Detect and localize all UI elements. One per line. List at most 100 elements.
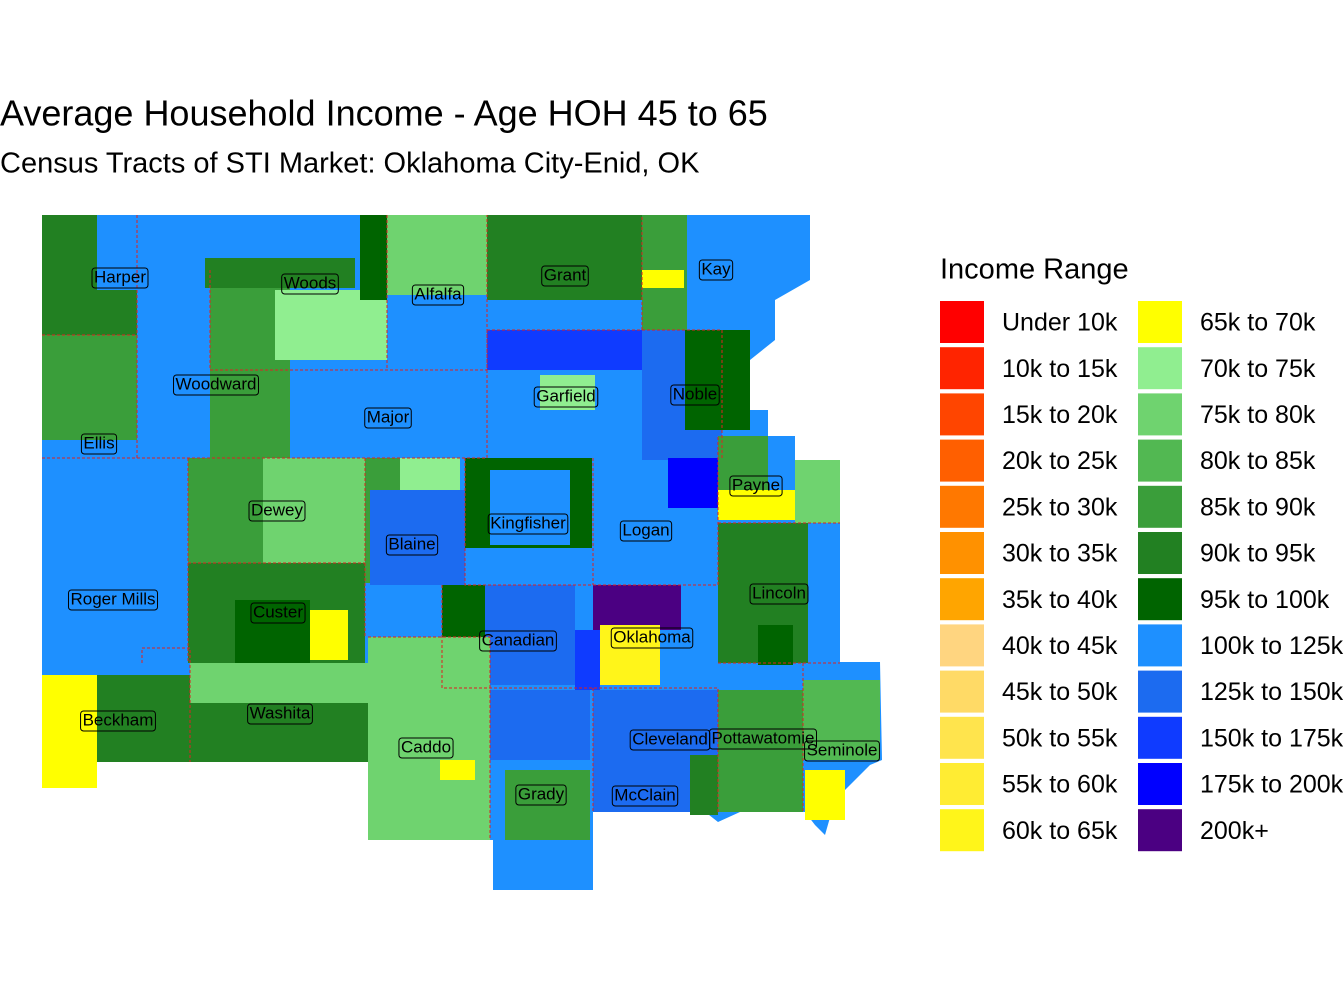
county-label-box: [411, 284, 465, 306]
county-label: Grady: [518, 784, 565, 803]
legend-swatch: [1138, 809, 1182, 852]
legend-swatch: [940, 301, 984, 343]
legend-label: 75k to 80k: [1200, 401, 1316, 429]
legend-label: 65k to 70k: [1200, 309, 1316, 337]
county-label: Garfield: [536, 386, 596, 405]
county-label: Woodward: [176, 374, 257, 393]
legend-swatch: [1138, 670, 1182, 713]
county-label: Alfalfa: [414, 284, 462, 303]
legend-swatch: [940, 670, 984, 713]
county-label-box: [698, 259, 734, 281]
county-label: Noble: [673, 384, 717, 403]
legend-swatch: [1138, 301, 1182, 343]
legend-swatch: [1138, 393, 1182, 436]
legend-swatch: [940, 624, 984, 667]
county-label: Logan: [622, 520, 669, 539]
county-label: Seminole: [807, 740, 878, 759]
map: [42, 215, 882, 890]
legend-swatch: [1138, 532, 1182, 574]
legend-swatch: [1138, 347, 1182, 390]
legend-label: 175k to 200k: [1200, 771, 1344, 799]
county-labels: Harper Woods Alfalfa Grant Kay Woodward Major G…: [67, 259, 880, 807]
legend-label: 80k to 85k: [1200, 447, 1316, 475]
county-label-box: [281, 273, 339, 295]
legend-swatch: [940, 532, 984, 574]
legend-swatch: [1138, 763, 1182, 805]
legend-swatch: [1138, 578, 1182, 621]
county-label: Major: [367, 407, 410, 426]
title: Average Household Income - Age HOH 45 to…: [0, 93, 768, 134]
county-label-box: [364, 407, 412, 429]
county-label: Custer: [253, 602, 303, 621]
legend-label: 50k to 55k: [1002, 724, 1118, 752]
legend-swatch: [940, 809, 984, 852]
legend-swatch: [1138, 624, 1182, 667]
county-label: Washita: [250, 703, 311, 722]
legend-swatch: [1138, 716, 1182, 759]
legend-label: 30k to 35k: [1002, 540, 1118, 568]
county-label: Canadian: [482, 630, 555, 649]
county-label: Payne: [732, 475, 780, 494]
county-label-box: [247, 703, 313, 725]
county-label-box: [67, 589, 159, 611]
county-label-box: [80, 433, 118, 455]
legend-label: 15k to 20k: [1002, 401, 1118, 429]
county-label-box: [80, 710, 156, 732]
county-label: Oklahoma: [613, 627, 691, 646]
county-borders: [42, 215, 840, 840]
legend-title: Income Range: [940, 254, 1129, 286]
county-label-box: [250, 602, 306, 624]
legend-swatch: [940, 485, 984, 528]
legend-swatch: [1138, 485, 1182, 528]
legend-swatch: [940, 347, 984, 390]
county-label-box: [248, 500, 306, 522]
legend-swatch: [1138, 439, 1182, 482]
county-label-box: [610, 627, 694, 649]
legend-swatch: [940, 578, 984, 621]
county-label-box: [91, 267, 149, 289]
legend-label: 45k to 50k: [1002, 678, 1118, 706]
county-label: Kay: [701, 259, 731, 278]
county-label: Harper: [94, 267, 146, 286]
legend-swatch: [940, 393, 984, 436]
legend-label: Under 10k: [1002, 309, 1118, 337]
legend-swatch: [940, 439, 984, 482]
legend-label: 40k to 45k: [1002, 632, 1118, 660]
county-label: Pottawatomie: [712, 728, 815, 747]
tract-patches: [42, 215, 880, 840]
legend-label: 35k to 40k: [1002, 586, 1118, 614]
county-label-box: [173, 374, 259, 396]
county-label-box: [533, 386, 599, 408]
county-label: Lincoln: [752, 583, 806, 602]
county-label: Beckham: [83, 710, 154, 729]
county-label-box: [398, 737, 454, 759]
county-label-box: [749, 583, 809, 605]
subtitle: Census Tracts of STI Market: Oklahoma Ci…: [0, 148, 700, 180]
legend-swatch: [940, 763, 984, 805]
legend-label: 95k to 100k: [1200, 586, 1330, 614]
county-label-box: [611, 785, 679, 807]
legend-label: 20k to 25k: [1002, 447, 1118, 475]
legend-label: 25k to 30k: [1002, 493, 1118, 521]
county-label-box: [385, 534, 439, 556]
legend-label: 10k to 15k: [1002, 355, 1118, 383]
legend-label: 85k to 90k: [1200, 493, 1316, 521]
county-label: Grant: [544, 265, 587, 284]
county-label: Dewey: [251, 500, 303, 519]
county-label: Kingfisher: [490, 513, 566, 532]
county-label-box: [619, 520, 673, 542]
legend-label: 60k to 65k: [1002, 817, 1118, 845]
legend: Under 10k 10k to 15k 15k to 20k 20k to 25k 2…: [940, 301, 1344, 852]
county-label-box: [670, 384, 720, 406]
county-label: Caddo: [401, 737, 451, 756]
legend-label: 70k to 75k: [1200, 355, 1316, 383]
county-label-box: [729, 475, 783, 497]
county-label-box: [479, 630, 557, 652]
legend-swatch: [940, 716, 984, 759]
county-label-box: [487, 513, 569, 535]
county-label-box: [804, 740, 880, 762]
county-label: Blaine: [388, 534, 435, 553]
legend-label: 55k to 60k: [1002, 771, 1118, 799]
county-label: Cleveland: [632, 729, 708, 748]
